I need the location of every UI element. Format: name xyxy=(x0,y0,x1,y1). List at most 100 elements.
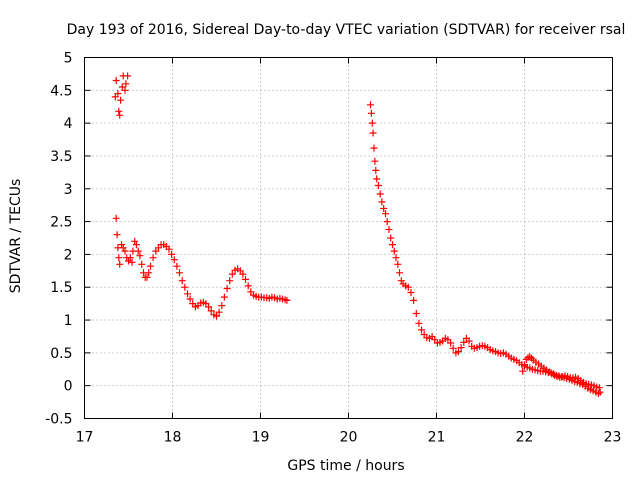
data-point xyxy=(373,175,381,183)
data-point xyxy=(136,252,144,260)
data-point xyxy=(465,337,473,345)
data-point xyxy=(173,262,181,270)
data-point xyxy=(147,262,154,270)
x-tick-label: 19 xyxy=(252,430,270,446)
data-point xyxy=(447,339,455,347)
data-point xyxy=(283,296,291,304)
data-point xyxy=(385,226,393,233)
data-point xyxy=(372,166,380,174)
data-point xyxy=(239,270,247,278)
data-point xyxy=(168,250,176,258)
data-point xyxy=(449,344,457,352)
data-point xyxy=(397,277,405,285)
data-point xyxy=(412,310,420,317)
data-point xyxy=(387,234,395,242)
y-tick-label: -0.5 xyxy=(45,412,72,428)
data-point xyxy=(394,260,402,268)
data-point xyxy=(396,269,403,277)
data-point xyxy=(116,260,124,268)
data-point xyxy=(595,384,603,392)
data-point xyxy=(418,326,425,334)
x-tick-label: 21 xyxy=(428,430,446,446)
data-point xyxy=(126,254,134,262)
data-series-sdtvar xyxy=(111,72,604,398)
x-tick-label: 18 xyxy=(164,430,182,446)
data-point xyxy=(122,80,130,88)
data-point xyxy=(121,86,129,94)
data-point xyxy=(368,119,376,127)
data-point xyxy=(113,231,121,239)
data-point xyxy=(117,96,125,104)
data-point xyxy=(371,157,379,165)
data-point xyxy=(132,241,140,249)
data-point xyxy=(125,257,132,265)
data-point xyxy=(367,101,374,109)
data-point xyxy=(383,218,391,226)
data-point xyxy=(138,260,146,268)
data-point xyxy=(165,245,173,253)
x-tick-label: 23 xyxy=(604,430,622,446)
data-point xyxy=(596,388,604,396)
data-point xyxy=(218,302,226,310)
data-point xyxy=(244,282,252,290)
y-tick-label: 2 xyxy=(64,247,73,263)
data-point xyxy=(112,214,120,222)
data-point xyxy=(170,256,178,264)
data-point xyxy=(186,295,194,303)
data-point xyxy=(378,198,386,206)
data-point xyxy=(390,247,398,255)
data-point xyxy=(116,111,124,119)
y-tick-label: 3 xyxy=(64,182,73,198)
grid xyxy=(84,57,613,419)
data-point xyxy=(392,254,400,262)
data-point xyxy=(370,144,378,152)
data-point xyxy=(181,283,189,291)
data-point xyxy=(205,303,213,311)
data-point xyxy=(176,269,183,277)
data-point xyxy=(228,270,236,278)
y-tick-label: 1.5 xyxy=(50,280,72,296)
y-tick-label: 2.5 xyxy=(50,215,72,231)
data-point xyxy=(457,344,465,352)
y-tick-label: 5 xyxy=(64,51,73,67)
data-point xyxy=(380,205,388,212)
chart-title: Day 193 of 2016, Sidereal Day-to-day VTE… xyxy=(67,22,626,38)
data-point xyxy=(145,269,153,277)
data-point xyxy=(114,90,122,98)
data-point xyxy=(374,182,382,189)
data-point xyxy=(178,277,186,285)
y-tick-label: 4.5 xyxy=(50,83,72,99)
data-point xyxy=(410,296,418,304)
data-point xyxy=(367,109,375,117)
x-axis-label: GPS time / hours xyxy=(287,458,404,474)
data-point xyxy=(519,367,527,375)
y-tick-label: 1 xyxy=(64,313,73,329)
y-axis-label: SDTVAR / TECUs xyxy=(8,179,24,294)
x-tick-labels: 17 18 19 20 21 22 23 xyxy=(76,430,622,446)
data-point xyxy=(121,247,129,255)
data-point xyxy=(404,283,412,291)
data-point xyxy=(226,277,234,285)
data-point xyxy=(128,258,136,266)
data-point xyxy=(119,244,127,252)
data-point xyxy=(215,308,223,316)
y-tick-label: 4 xyxy=(64,116,73,132)
data-point xyxy=(223,285,231,292)
data-point xyxy=(242,275,249,283)
y-tick-labels: -0.5 0 0.5 1 1.5 2 2.5 3 3.5 4 4.5 5 xyxy=(45,51,72,428)
data-point xyxy=(220,293,228,301)
x-tick-label: 17 xyxy=(76,430,94,446)
data-point xyxy=(115,254,123,262)
data-point xyxy=(460,338,468,346)
data-point xyxy=(118,241,125,249)
data-point xyxy=(376,190,384,198)
data-point xyxy=(207,307,215,315)
data-point xyxy=(521,361,528,369)
data-point xyxy=(149,254,157,262)
data-point xyxy=(407,289,415,296)
y-tick-label: 0 xyxy=(64,379,73,395)
data-point xyxy=(213,312,220,320)
data-point xyxy=(131,237,139,245)
x-tick-label: 20 xyxy=(340,430,358,446)
data-point xyxy=(143,273,151,281)
